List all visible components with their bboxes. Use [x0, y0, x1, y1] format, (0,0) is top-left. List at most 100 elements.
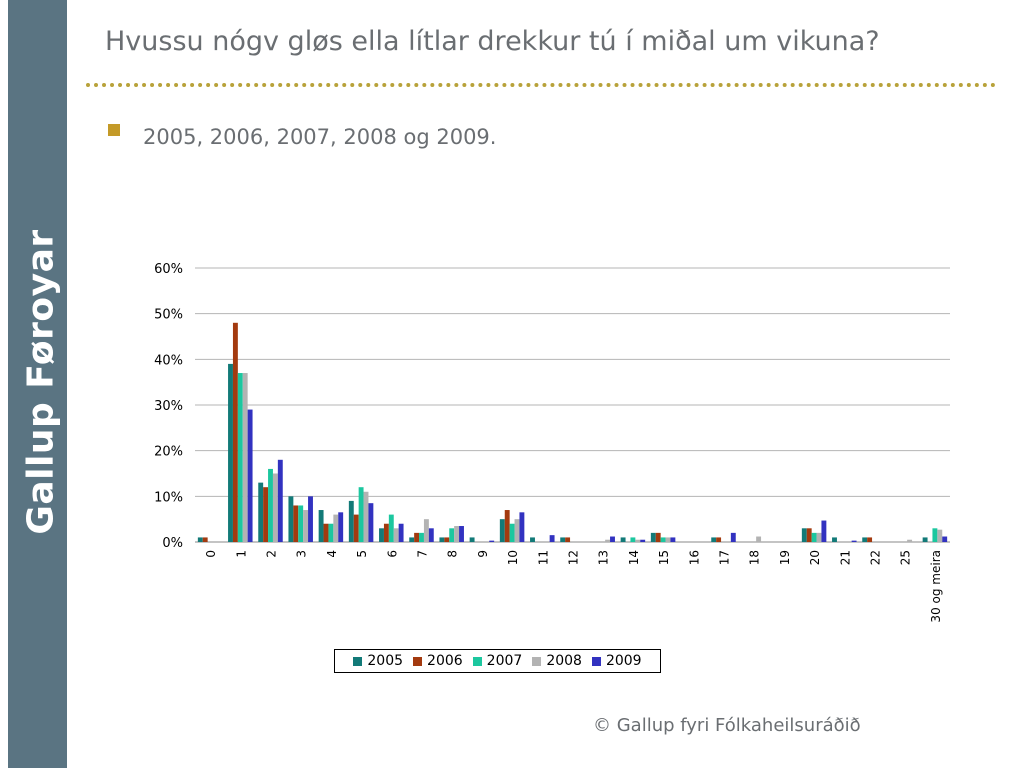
x-tick-label: 25 [899, 550, 913, 565]
bar [801, 528, 807, 542]
bar [832, 537, 837, 542]
bar [851, 540, 857, 542]
bar [277, 459, 283, 542]
bar [937, 529, 943, 542]
bar [469, 537, 475, 542]
y-tick-label: 30% [154, 399, 183, 414]
bar [821, 520, 827, 542]
slide-subtitle: 2005, 2006, 2007, 2008 og 2009. [143, 125, 497, 149]
legend-swatch [591, 656, 601, 666]
bar [353, 514, 359, 542]
bar [449, 528, 455, 542]
bar [499, 519, 505, 542]
x-tick-label: 21 [838, 550, 852, 565]
bar [932, 528, 938, 542]
x-tick-label: 14 [627, 550, 641, 565]
bar [665, 537, 671, 542]
x-tick-label: 19 [778, 550, 792, 565]
bar [419, 532, 424, 542]
x-tick-label: 22 [869, 550, 883, 565]
bar [228, 363, 233, 542]
bar [610, 536, 615, 542]
legend-item: 2007 [472, 653, 522, 669]
y-tick-label: 0% [162, 536, 183, 551]
bar [338, 512, 344, 542]
bar [379, 528, 384, 542]
legend-item: 2006 [413, 653, 463, 669]
legend-swatch [472, 656, 482, 666]
bar [247, 409, 253, 542]
bar [398, 523, 404, 542]
x-tick-label: 8 [446, 550, 460, 558]
bar [630, 537, 636, 542]
bar [560, 537, 566, 542]
bar [489, 540, 495, 542]
sidebar-band [8, 0, 67, 768]
legend-swatch [353, 656, 363, 666]
y-tick-label: 60% [154, 262, 183, 277]
bar [444, 537, 450, 542]
x-tick-label: 13 [597, 550, 611, 565]
x-tick-label: 18 [748, 550, 762, 565]
bar [565, 537, 571, 542]
y-tick-label: 20% [154, 445, 183, 460]
y-tick-label: 40% [154, 353, 183, 368]
y-tick-label: 50% [154, 308, 183, 323]
bar [242, 373, 248, 542]
bar [348, 500, 354, 542]
bar [268, 468, 273, 542]
legend-item: 2005 [353, 653, 403, 669]
x-tick-label: 0 [204, 550, 218, 558]
slide-title: Hvussu nógv gløs ella lítlar drekkur tú … [105, 26, 880, 57]
legend-item: 2009 [591, 653, 642, 669]
bar [806, 528, 812, 542]
x-tick-label: 10 [506, 550, 520, 565]
x-tick-label: 9 [476, 550, 490, 558]
bar [454, 526, 460, 542]
bar [730, 532, 736, 542]
bar [393, 528, 399, 542]
bar [272, 473, 278, 542]
bar [237, 373, 243, 542]
x-tick-label: 1 [234, 550, 248, 558]
x-tick-label: 16 [687, 550, 701, 565]
bar [303, 510, 309, 542]
bar [650, 532, 656, 542]
x-tick-label: 20 [808, 550, 822, 565]
bar [197, 537, 203, 542]
x-tick-label: 15 [657, 550, 671, 565]
bar [428, 528, 434, 542]
x-tick-label: 7 [416, 550, 430, 558]
bar [368, 503, 374, 542]
bar [816, 532, 822, 542]
bar [293, 505, 299, 542]
legend-label: 2009 [605, 653, 642, 669]
bar [308, 496, 313, 542]
bar [409, 537, 415, 542]
bar [358, 487, 364, 542]
bar [640, 539, 646, 542]
chart-legend: 2005 2006 2007 2008 2009 [334, 649, 661, 673]
bar [328, 523, 334, 542]
bar [620, 537, 626, 542]
bar [323, 523, 329, 542]
x-tick-label: 3 [295, 550, 309, 558]
copyright-text: © Gallup fyri Fólkaheilsuráðið [593, 715, 861, 736]
dotted-divider [86, 83, 996, 87]
bar [635, 539, 641, 542]
legend-label: 2005 [367, 653, 404, 669]
bar [605, 539, 611, 542]
bar [519, 512, 525, 542]
x-tick-label: 2 [265, 550, 279, 558]
bar [811, 532, 817, 542]
bar [414, 532, 420, 542]
bar [504, 510, 510, 542]
bar [756, 536, 762, 542]
bar [459, 526, 464, 542]
bar [530, 537, 535, 542]
legend-label: 2006 [427, 653, 463, 669]
bar [363, 491, 369, 542]
x-tick-label: 17 [718, 550, 732, 565]
bar [509, 523, 515, 542]
